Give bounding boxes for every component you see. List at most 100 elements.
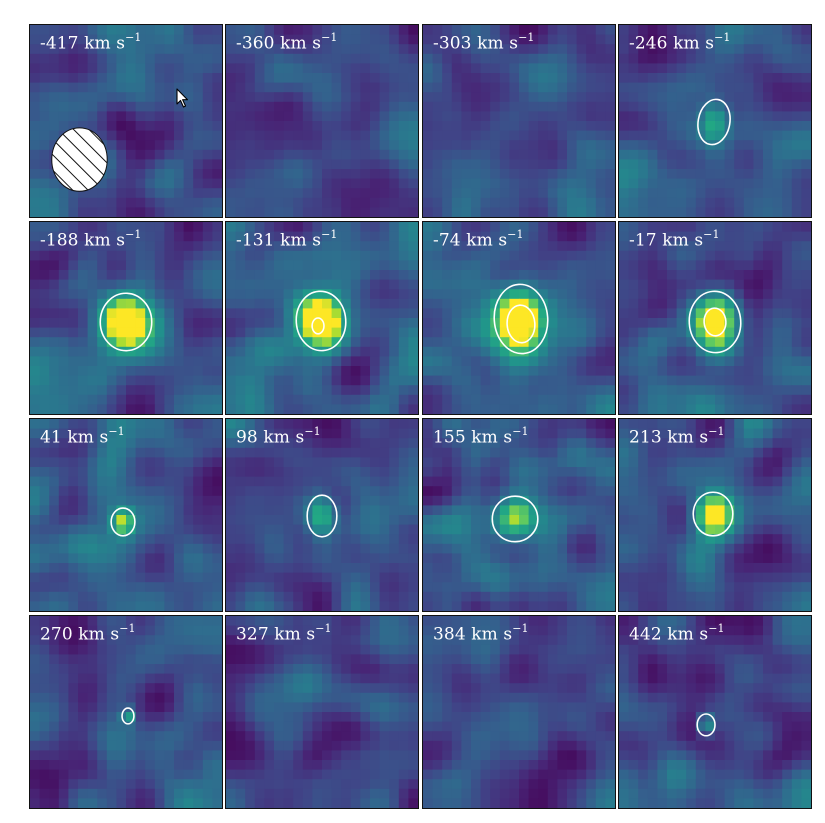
channel-map-image: [423, 419, 615, 611]
velocity-unit-exponent: −1: [518, 31, 535, 44]
intensity-pixels: [423, 616, 615, 808]
channel-panel: -360 km s−1: [225, 24, 419, 218]
intensity-pixels: [30, 419, 222, 611]
velocity-value: 213: [629, 427, 662, 448]
velocity-label: 442 km s−1: [629, 622, 725, 645]
outer-contour: [491, 495, 539, 543]
channel-panel: 213 km s−1: [618, 418, 812, 612]
velocity-value: 41: [40, 427, 62, 448]
outer-contour: [121, 707, 135, 725]
channel-map-image: [423, 616, 615, 808]
channel-map-image: [30, 222, 222, 414]
velocity-unit: km s: [84, 33, 126, 54]
velocity-value: 384: [433, 624, 466, 645]
channel-map-image: [226, 222, 418, 414]
velocity-unit-exponent: −1: [125, 228, 142, 241]
inner-contour: [311, 317, 325, 335]
channel-map-image: [226, 616, 418, 808]
velocity-unit: km s: [78, 624, 120, 645]
channel-panel: -17 km s−1: [618, 221, 812, 415]
channel-panel: 270 km s−1: [29, 615, 223, 809]
velocity-unit-exponent: −1: [714, 31, 731, 44]
channel-map-image: [226, 419, 418, 611]
intensity-pixels: [30, 25, 222, 217]
velocity-value: 270: [40, 624, 73, 645]
intensity-pixels: [30, 616, 222, 808]
velocity-value: 442: [629, 624, 662, 645]
velocity-label: -417 km s−1: [40, 31, 142, 54]
intensity-pixels: [226, 222, 418, 414]
velocity-unit: km s: [263, 427, 305, 448]
velocity-value: -417: [40, 33, 79, 54]
velocity-unit: km s: [274, 624, 316, 645]
intensity-pixels: [423, 25, 615, 217]
velocity-unit-exponent: −1: [119, 622, 136, 635]
velocity-unit: km s: [280, 230, 322, 251]
velocity-label: 155 km s−1: [433, 425, 529, 448]
velocity-label: -131 km s−1: [236, 228, 338, 251]
velocity-label: -188 km s−1: [40, 228, 142, 251]
velocity-unit-exponent: −1: [315, 622, 332, 635]
channel-map-image: [30, 419, 222, 611]
velocity-unit-exponent: −1: [321, 31, 338, 44]
outer-contour: [99, 292, 153, 352]
velocity-label: -74 km s−1: [433, 228, 524, 251]
velocity-label: 270 km s−1: [40, 622, 136, 645]
channel-panel: -303 km s−1: [422, 24, 616, 218]
channel-map-image: [30, 616, 222, 808]
velocity-unit-exponent: −1: [708, 425, 725, 438]
velocity-label: 41 km s−1: [40, 425, 125, 448]
velocity-unit: km s: [466, 230, 508, 251]
velocity-label: 384 km s−1: [433, 622, 529, 645]
outer-contour: [696, 713, 716, 737]
velocity-unit-exponent: −1: [703, 228, 720, 241]
outer-contour: [493, 283, 549, 355]
velocity-label: -303 km s−1: [433, 31, 535, 54]
channel-panel: 98 km s−1: [225, 418, 419, 612]
outer-contour: [688, 290, 742, 354]
velocity-unit: km s: [673, 33, 715, 54]
velocity-unit-exponent: −1: [304, 425, 321, 438]
velocity-value: -131: [236, 230, 275, 251]
velocity-label: -360 km s−1: [236, 31, 338, 54]
intensity-pixels: [423, 419, 615, 611]
velocity-label: -246 km s−1: [629, 31, 731, 54]
velocity-value: 155: [433, 427, 466, 448]
channel-panel: -246 km s−1: [618, 24, 812, 218]
mouse-pointer-icon: [176, 88, 189, 108]
channel-panel: -74 km s−1: [422, 221, 616, 415]
intensity-pixels: [619, 25, 811, 217]
velocity-value: -17: [629, 230, 657, 251]
velocity-unit-exponent: −1: [507, 228, 524, 241]
channel-map-image: [423, 25, 615, 217]
velocity-value: -246: [629, 33, 668, 54]
intensity-pixels: [619, 616, 811, 808]
channel-panel: 155 km s−1: [422, 418, 616, 612]
channel-map-image: [619, 222, 811, 414]
intensity-pixels: [619, 419, 811, 611]
intensity-pixels: [226, 419, 418, 611]
velocity-unit: km s: [662, 230, 704, 251]
velocity-unit: km s: [471, 427, 513, 448]
outer-contour: [697, 98, 731, 146]
outer-contour: [295, 290, 347, 352]
channel-panel: 384 km s−1: [422, 615, 616, 809]
intensity-pixels: [30, 222, 222, 414]
velocity-value: -188: [40, 230, 79, 251]
velocity-label: -17 km s−1: [629, 228, 720, 251]
outer-contour: [110, 507, 136, 537]
velocity-unit: km s: [667, 624, 709, 645]
intensity-pixels: [619, 222, 811, 414]
velocity-unit-exponent: −1: [108, 425, 125, 438]
velocity-unit-exponent: −1: [125, 31, 142, 44]
velocity-unit: km s: [67, 427, 109, 448]
channel-panel: -417 km s−1: [29, 24, 223, 218]
velocity-unit-exponent: −1: [321, 228, 338, 241]
velocity-unit: km s: [667, 427, 709, 448]
velocity-unit: km s: [471, 624, 513, 645]
channel-panel: 41 km s−1: [29, 418, 223, 612]
channel-map-image: [423, 222, 615, 414]
velocity-unit: km s: [84, 230, 126, 251]
channel-map-image: [619, 616, 811, 808]
